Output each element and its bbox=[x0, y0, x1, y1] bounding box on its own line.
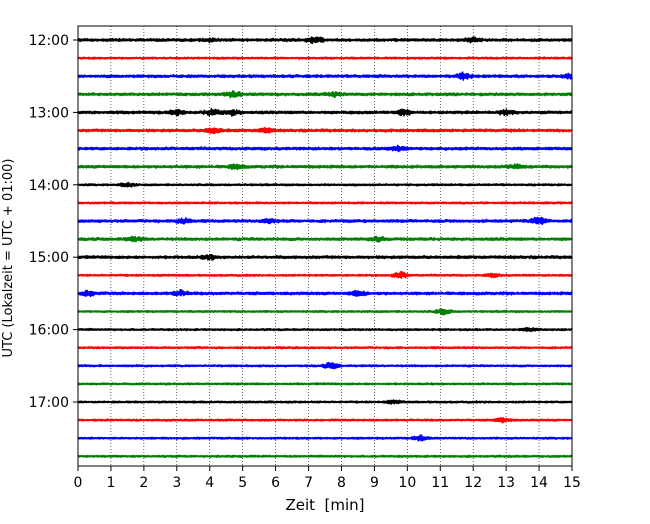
x-tick-label: 5 bbox=[238, 475, 247, 491]
trace-line bbox=[77, 144, 573, 153]
trace-line bbox=[77, 434, 573, 442]
trace-line bbox=[77, 326, 573, 333]
trace-line bbox=[77, 90, 573, 99]
x-tick-label: 6 bbox=[271, 475, 280, 491]
y-tick-label: 17:00 bbox=[29, 395, 69, 411]
x-tick-label: 10 bbox=[398, 475, 416, 491]
y-axis: 12:00 13:00 14:00 15:00 16:00 17:00 bbox=[29, 33, 78, 411]
x-tick-label: 8 bbox=[337, 475, 346, 491]
y-tick-label: 15:00 bbox=[29, 250, 69, 266]
x-tick-label: 7 bbox=[304, 475, 313, 491]
y-tick-label: 14:00 bbox=[29, 178, 69, 194]
trace-line bbox=[77, 308, 573, 316]
trace-line bbox=[77, 216, 573, 226]
x-tick-label: 12 bbox=[464, 475, 482, 491]
trace-line bbox=[77, 454, 573, 459]
x-tick-label: 11 bbox=[431, 475, 449, 491]
trace-line bbox=[77, 382, 573, 386]
x-tick-label: 3 bbox=[172, 475, 181, 491]
x-tick-label: 2 bbox=[139, 475, 148, 491]
x-tick-label: 0 bbox=[74, 475, 83, 491]
x-axis-label: Zeit [min] bbox=[285, 496, 364, 514]
trace-line bbox=[77, 56, 573, 60]
trace-layer bbox=[77, 36, 573, 459]
vertical-grid bbox=[110, 26, 540, 466]
y-tick-label: 16:00 bbox=[29, 323, 69, 339]
x-tick-label: 14 bbox=[530, 475, 548, 491]
trace-line bbox=[77, 417, 573, 424]
trace-line bbox=[77, 288, 573, 298]
y-tick-label: 12:00 bbox=[29, 33, 69, 49]
trace-line bbox=[77, 399, 573, 405]
plot-frame bbox=[77, 25, 573, 467]
trace-line bbox=[77, 361, 573, 370]
trace-line bbox=[77, 201, 573, 205]
y-axis-label: UTC (Lokalzeit = UTC + 01:00) bbox=[1, 159, 16, 358]
trace-line bbox=[77, 235, 573, 243]
trace-line bbox=[77, 36, 573, 45]
trace-line bbox=[77, 126, 573, 135]
x-tick-label: 13 bbox=[497, 475, 515, 491]
trace-line bbox=[77, 163, 573, 171]
trace-line bbox=[77, 253, 573, 261]
trace-line bbox=[77, 71, 573, 81]
trace-line bbox=[77, 345, 573, 350]
x-tick-label: 15 bbox=[563, 475, 581, 491]
x-tick-label: 9 bbox=[370, 475, 379, 491]
x-axis: 0 1 2 3 4 5 6 7 8 9 10 11 12 13 14 15 bbox=[74, 466, 581, 491]
x-tick-label: 4 bbox=[205, 475, 214, 491]
trace-line bbox=[77, 271, 573, 279]
x-tick-label: 1 bbox=[106, 475, 115, 491]
trace-line bbox=[77, 181, 573, 188]
y-tick-label: 13:00 bbox=[29, 105, 69, 121]
trace-line bbox=[77, 107, 573, 117]
